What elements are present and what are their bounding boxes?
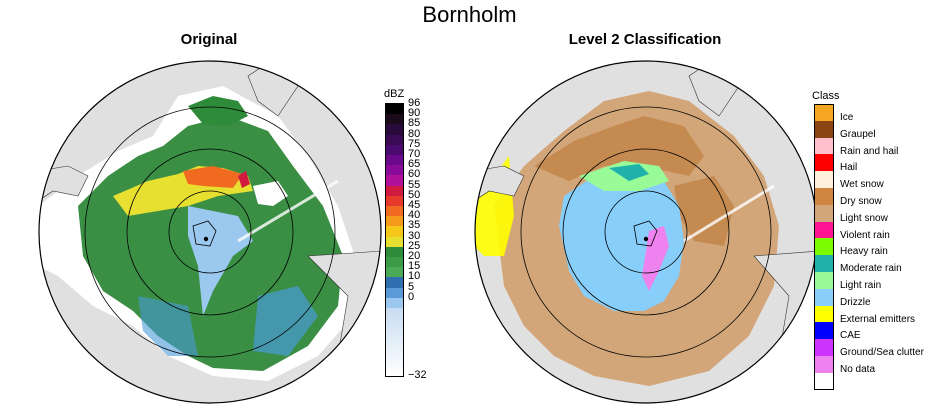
legend-swatch <box>814 339 834 356</box>
colorbar-tick-label: −32 <box>408 369 427 381</box>
colorbar-tick-label: 25 <box>408 239 421 252</box>
radar-site-marker <box>643 236 649 242</box>
colorbar-tick-label: 20 <box>408 250 421 262</box>
legend-label: Heavy rain <box>840 246 888 258</box>
legend-swatch <box>814 305 834 323</box>
colorbar-segment <box>386 195 403 206</box>
range-ring-2 <box>562 148 730 316</box>
panel-title-classification: Level 2 Classification <box>568 31 722 48</box>
legend-title: Class <box>812 90 840 102</box>
colorbar-segment <box>386 257 403 268</box>
legend-label: Wet snow <box>840 179 884 191</box>
legend-label: Graupel <box>840 128 876 140</box>
colorbar-tick-label: 30 <box>408 229 421 242</box>
radar-map-classification <box>474 60 818 404</box>
colorbar-tick-label: 5 <box>408 280 415 293</box>
legend-swatch <box>814 255 834 272</box>
legend-swatch <box>814 188 834 205</box>
colorbar-segment <box>386 226 403 237</box>
panel-title-original: Original <box>180 31 238 48</box>
range-ring-2 <box>126 148 294 316</box>
colorbar-tick-label: 85 <box>408 117 421 130</box>
colorbar-segment <box>386 104 403 115</box>
colorbar-segment <box>386 297 403 308</box>
radar-site-marker <box>203 236 209 242</box>
colorbar-segment <box>386 287 403 298</box>
legend-label: No data <box>840 364 876 375</box>
colorbar-tick-label: 15 <box>408 260 421 273</box>
range-ring-outer <box>38 60 382 404</box>
colorbar-tick-label: 45 <box>408 199 421 211</box>
legend-swatch <box>814 171 834 188</box>
colorbar-tick-label: 70 <box>408 148 421 160</box>
colorbar-tick-label: 10 <box>408 270 421 283</box>
colorbar-segment <box>386 216 403 227</box>
range-ring-3 <box>520 106 772 358</box>
legend-swatch <box>814 104 834 121</box>
class-legend: Ice Graupel Rain and hail Hail Wet snow Dry s… <box>814 104 936 390</box>
legend-label: Moderate rain <box>840 263 902 275</box>
colorbar-segment <box>386 277 403 288</box>
legend-swatch <box>814 204 834 222</box>
colorbar-tick-label: 80 <box>408 127 421 140</box>
colorbar-tick-label: 55 <box>408 178 421 191</box>
colorbar-tick-label: 60 <box>408 168 421 181</box>
colorbar-segment <box>386 165 403 176</box>
legend-swatch <box>814 356 834 373</box>
colorbar-tick-label: 75 <box>408 137 421 150</box>
colorbar-segment <box>386 185 403 196</box>
colorbar-tick-labels: 96 90 85 80 75 70 65 60 55 50 45 40 35 30 25 20 15 10 5 0 −3… <box>408 97 438 381</box>
colorbar-tick-label: 35 <box>408 219 421 232</box>
range-ring-1 <box>168 190 252 274</box>
colorbar <box>385 103 404 377</box>
colorbar-tick-label: 90 <box>408 107 421 120</box>
legend-swatch <box>814 372 834 390</box>
bornholm-outline <box>633 220 658 247</box>
legend-label: Rain and hail <box>840 145 899 157</box>
legend-label: Drizzle <box>840 296 871 308</box>
radar-map-original <box>38 60 382 404</box>
legend-swatch <box>814 238 834 256</box>
colorbar-segment <box>386 236 403 247</box>
legend-label: Violent rain <box>840 229 890 241</box>
legend-label: Light rain <box>840 280 882 291</box>
colorbar-tick-label: 65 <box>408 158 421 171</box>
colorbar-segment <box>386 114 403 125</box>
legend-label: Ground/Sea clutter <box>840 347 924 359</box>
range-ring-1 <box>604 190 688 274</box>
legend-label: Ice <box>840 112 854 123</box>
colorbar-segment <box>386 267 403 278</box>
colorbar-tick-label: 50 <box>408 188 421 201</box>
colorbar-segment <box>386 144 403 155</box>
legend-label: Light snow <box>840 212 888 224</box>
legend-swatch <box>814 154 834 172</box>
legend-label: CAE <box>840 330 861 342</box>
legend-swatch <box>814 120 834 138</box>
colorbar-segment <box>386 246 403 257</box>
page-title: Bornholm <box>422 2 517 27</box>
colorbar-tick-label: 96 <box>408 97 421 109</box>
bornholm-outline <box>192 220 217 247</box>
colorbar-segment <box>386 206 403 217</box>
legend-swatch <box>814 322 834 340</box>
legend-label: Dry snow <box>840 196 882 207</box>
legend-swatch <box>814 221 834 239</box>
colorbar-segment <box>386 124 403 135</box>
colorbar-tick-label: 0 <box>408 290 415 303</box>
echo-region-weak <box>188 206 253 316</box>
legend-swatch <box>814 288 834 306</box>
legend-swatch <box>814 272 834 289</box>
class-region-clutter <box>642 226 669 291</box>
legend-label: External emitters <box>840 313 916 325</box>
colorbar-segment <box>386 134 403 145</box>
colorbar-tick-label: 40 <box>408 209 421 222</box>
legend-swatch <box>814 137 834 155</box>
legend-label: Hail <box>840 162 858 174</box>
colorbar-segment <box>386 155 403 166</box>
colorbar-segment <box>386 175 403 186</box>
colorbar-unit: dBZ <box>384 88 405 100</box>
range-ring-3 <box>84 106 336 358</box>
colorbar-segment <box>386 308 403 376</box>
